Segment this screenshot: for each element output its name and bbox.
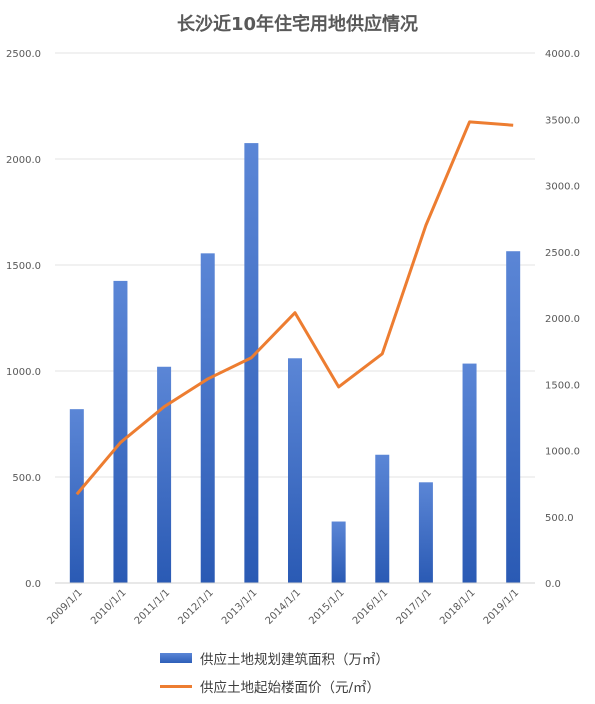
y-left-tick-label: 1500.0 xyxy=(6,261,41,272)
x-tick-label: 2012/1/1 xyxy=(176,587,216,627)
bar xyxy=(69,409,84,583)
bar xyxy=(200,253,215,583)
x-tick-label: 2015/1/1 xyxy=(307,587,347,627)
y-left-tick-label: 0.0 xyxy=(25,579,41,590)
y-right-tick-label: 2500.0 xyxy=(545,248,580,259)
legend-swatch-line xyxy=(160,684,192,688)
legend-swatch-bar xyxy=(160,653,192,663)
y-right-tick-label: 500.0 xyxy=(545,513,574,524)
x-tick-label: 2010/1/1 xyxy=(89,587,129,627)
bar xyxy=(113,280,128,583)
x-tick-label: 2016/1/1 xyxy=(351,587,391,627)
y-right-tick-label: 1500.0 xyxy=(545,380,580,391)
y-right-tick-label: 0.0 xyxy=(545,579,561,590)
x-tick-label: 2014/1/1 xyxy=(264,587,304,627)
y-right-tick-label: 4000.0 xyxy=(545,49,580,60)
y-left-tick-label: 1000.0 xyxy=(6,367,41,378)
y-right-tick-label: 3000.0 xyxy=(545,182,580,193)
bar xyxy=(331,521,346,583)
bar xyxy=(157,366,172,583)
y-left-tick-label: 2500.0 xyxy=(6,49,41,60)
bar xyxy=(244,143,259,583)
y-right-tick-label: 3500.0 xyxy=(545,115,580,126)
bar xyxy=(288,358,302,583)
x-tick-label: 2009/1/1 xyxy=(45,587,85,627)
legend-label-bar: 供应土地规划建筑面积（万㎡） xyxy=(200,652,389,668)
x-tick-label: 2011/1/1 xyxy=(133,587,173,627)
x-tick-label: 2013/1/1 xyxy=(220,587,260,627)
bar xyxy=(375,454,390,583)
chart-title: 长沙近10年住宅用地供应情况 xyxy=(176,14,419,35)
y-right-tick-label: 2000.0 xyxy=(545,314,580,325)
y-right-tick-label: 1000.0 xyxy=(545,447,580,458)
legend-item-line: 供应土地起始楼面价（元/㎡） xyxy=(160,676,380,696)
bar xyxy=(462,363,477,583)
x-tick-label: 2018/1/1 xyxy=(438,587,478,627)
bar xyxy=(418,482,433,583)
legend-item-bar: 供应土地规划建筑面积（万㎡） xyxy=(160,648,389,668)
x-tick-label: 2019/1/1 xyxy=(482,587,522,627)
bar xyxy=(506,251,521,583)
legend-label-line: 供应土地起始楼面价（元/㎡） xyxy=(200,680,381,696)
y-left-tick-label: 500.0 xyxy=(12,473,41,484)
y-left-tick-label: 2000.0 xyxy=(6,155,41,166)
x-tick-label: 2017/1/1 xyxy=(394,587,434,627)
